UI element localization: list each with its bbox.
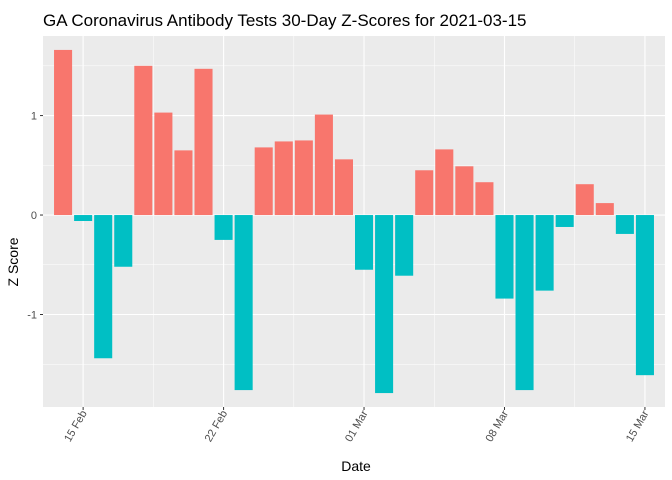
bar — [294, 140, 313, 216]
bar — [194, 68, 213, 216]
bar — [174, 150, 193, 216]
bar — [495, 215, 514, 299]
bar — [254, 147, 273, 216]
bar — [535, 215, 554, 291]
bars — [54, 49, 654, 394]
x-axis-title: Date — [341, 458, 371, 474]
bar — [475, 182, 494, 216]
bar — [455, 166, 474, 216]
chart-title: GA Coronavirus Antibody Tests 30-Day Z-S… — [43, 11, 526, 30]
bar — [334, 159, 353, 216]
y-tick-label: -1 — [27, 309, 37, 321]
bar — [435, 149, 454, 216]
bar — [74, 215, 93, 222]
x-tick-label: 22 Feb — [203, 409, 231, 445]
x-tick-label: 15 Feb — [62, 409, 90, 445]
bar — [54, 49, 73, 216]
y-tick-label: 0 — [31, 210, 37, 222]
bar — [114, 215, 133, 267]
bar — [575, 184, 594, 216]
y-tick-label: 1 — [31, 111, 37, 123]
x-tick-label: 15 Mar — [624, 408, 652, 444]
bar — [234, 215, 253, 391]
x-tick-label: 08 Mar — [484, 408, 512, 444]
bar — [395, 215, 414, 276]
bar — [555, 215, 574, 227]
bar — [635, 215, 654, 376]
bar — [595, 203, 614, 216]
bar — [375, 215, 394, 394]
bar — [154, 112, 173, 216]
bar — [134, 65, 153, 216]
x-axis: 15 Feb 22 Feb 01 Mar 08 Mar 15 Mar — [62, 407, 652, 445]
bar — [274, 141, 293, 216]
bar — [355, 215, 374, 270]
bar — [415, 170, 434, 216]
y-axis-title: Z Score — [5, 237, 21, 286]
bar — [214, 215, 233, 240]
bar — [94, 215, 113, 359]
y-axis: -1 0 1 — [27, 111, 43, 321]
bar — [314, 114, 333, 216]
x-tick-label: 01 Mar — [343, 408, 371, 444]
bar — [615, 215, 634, 234]
bar — [515, 215, 534, 391]
